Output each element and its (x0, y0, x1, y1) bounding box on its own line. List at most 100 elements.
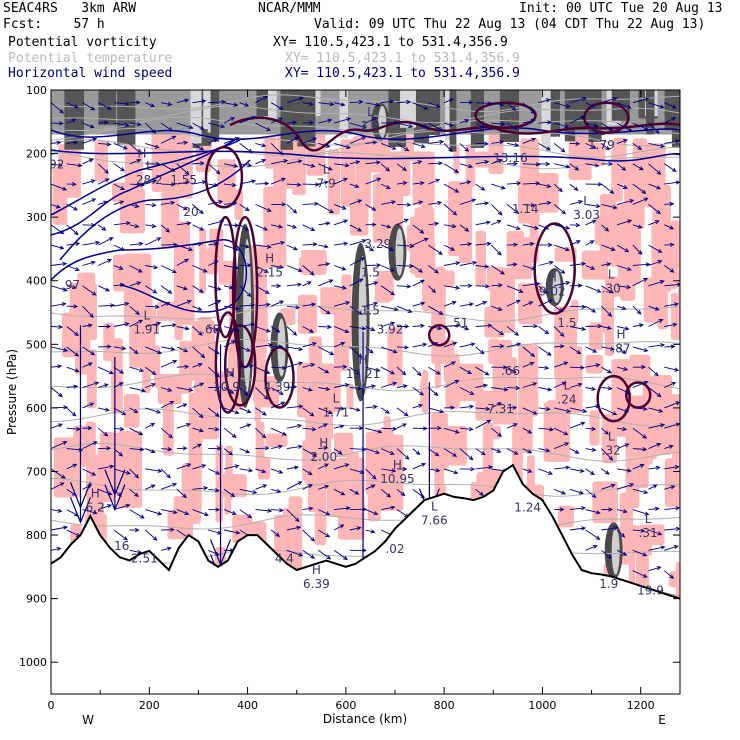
wind-vector (585, 323, 603, 329)
wind-vector (538, 242, 553, 248)
wind-vector (51, 423, 63, 429)
wind-vector (648, 244, 663, 253)
wind-vector (443, 379, 460, 388)
x-tick-label: 1200 (627, 699, 655, 712)
wind-vector (616, 219, 633, 226)
wind-vector (97, 224, 107, 231)
wind-vector (553, 265, 566, 274)
wind-vector (129, 407, 139, 414)
wind-vector (333, 117, 352, 124)
pv-shade-patch (97, 447, 112, 479)
contour-value-label: .16 (110, 539, 129, 553)
wind-vector (585, 102, 596, 108)
wind-vector (302, 101, 314, 106)
wind-vector (286, 444, 303, 450)
wind-vector (648, 387, 662, 398)
wind-vector (381, 448, 395, 455)
pv-shade-top-streak (256, 90, 268, 117)
pv-contour-loop (214, 215, 237, 339)
wind-vector (82, 323, 93, 328)
wind-vector (522, 324, 539, 329)
wind-vector (176, 140, 189, 145)
wind-vector (475, 141, 489, 146)
wind-vector (585, 265, 596, 270)
wind-vector (616, 443, 630, 450)
contour-value-label: 4.4 (275, 551, 294, 565)
wind-vector (475, 101, 493, 106)
wind-vector (176, 446, 188, 451)
wind-vector (334, 163, 350, 168)
wind-vector (223, 163, 239, 168)
wind-vector (208, 366, 220, 378)
wind-vector (333, 549, 348, 561)
wind-vector (82, 468, 97, 476)
wind-vector (412, 142, 426, 149)
wind-vector (428, 221, 440, 226)
wind-vector (160, 224, 171, 233)
wind-vector (443, 98, 455, 104)
wind-vector (664, 302, 680, 307)
wind-vector (223, 326, 241, 332)
wind-vector (271, 365, 287, 371)
wind-vector (459, 143, 470, 152)
wind-vector (475, 201, 490, 206)
wind-vector (585, 305, 597, 313)
wind-vector (443, 448, 458, 457)
pv-shade-patch (111, 338, 123, 414)
wind-vector (239, 162, 253, 168)
wind-vector (98, 178, 110, 185)
wind-vector (66, 463, 78, 470)
wind-vector (208, 326, 220, 332)
wind-vector (113, 265, 124, 270)
wind-vector (616, 122, 633, 132)
wind-vector (475, 366, 490, 376)
contour-value-label: 1.55 (170, 173, 197, 187)
wind-vector (286, 182, 302, 187)
pv-shade-patch (376, 434, 404, 511)
wind-vector (553, 305, 564, 313)
wind-vector (601, 346, 616, 351)
pv-shade-patch (264, 148, 278, 169)
wind-vector (239, 102, 250, 107)
wind-vector (459, 119, 470, 124)
pv-shade-patch (589, 410, 600, 446)
wind-vector (349, 526, 362, 531)
wind-vector (664, 526, 680, 532)
wind-vector (569, 200, 584, 205)
wind-vector (648, 566, 662, 572)
wind-vector (616, 102, 632, 109)
wind-vector (601, 262, 612, 267)
wind-vector (255, 387, 269, 400)
wind-vector (286, 136, 300, 144)
wind-vector (381, 200, 397, 205)
contour-value-label: 10.95 (380, 472, 414, 486)
pv-shade-top-streak (449, 90, 457, 152)
wind-vector (160, 301, 171, 307)
wind-vector (491, 365, 508, 370)
wind-vector (601, 183, 615, 194)
wind-vector (349, 136, 367, 144)
wind-vector (554, 507, 565, 512)
pv-shade-top-streak (290, 90, 298, 141)
pv-shade-patch (320, 364, 341, 412)
wind-vector (475, 323, 493, 328)
wind-vector (208, 122, 226, 129)
wind-vector (585, 529, 601, 540)
wind-vector (349, 468, 365, 475)
pv-high-column-core (378, 105, 387, 138)
wind-vector (51, 261, 68, 267)
wind-vector (270, 444, 284, 450)
wind-vector (286, 404, 304, 409)
wind-vector (648, 319, 664, 327)
wind-vector (333, 142, 351, 149)
pv-shade-patch (377, 270, 394, 301)
contour-value-label: 1.5 (557, 316, 576, 330)
contour-value-label: 7.9 (317, 176, 336, 190)
pv-shade-top-streak (413, 90, 430, 144)
wind-vector (569, 526, 587, 531)
field-xy-horizontal-wind-speed: XY= 110.5,423.1 to 531.4,356.9 (285, 66, 520, 81)
wind-vector (318, 324, 333, 330)
wind-vector (365, 263, 382, 268)
wind-vector (113, 183, 126, 190)
wind-vector (334, 383, 350, 388)
